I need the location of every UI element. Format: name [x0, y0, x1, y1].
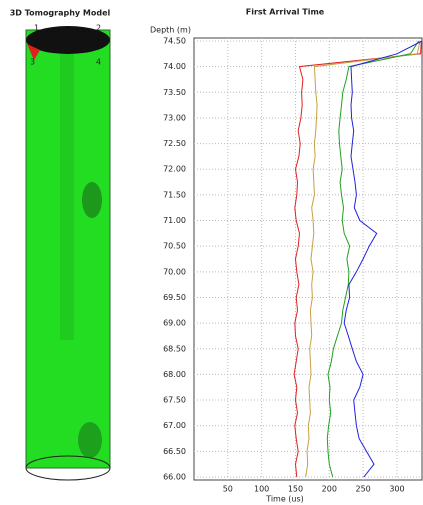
chart-title: First Arrival Time — [246, 8, 325, 17]
y-tick-label: 66.00 — [163, 473, 186, 482]
x-tick-label: 200 — [322, 485, 337, 494]
sensor-label: 2 — [96, 24, 101, 33]
sensor-label: 4 — [96, 58, 101, 67]
y-tick-label: 71.00 — [163, 216, 186, 225]
y-tick-label: 66.50 — [163, 447, 186, 456]
y-tick-label: 67.00 — [163, 421, 186, 430]
model-title: 3D Tomography Model — [10, 9, 111, 18]
series-line — [327, 41, 418, 477]
x-tick-label: 100 — [254, 485, 269, 494]
x-axis-label: Time (us) — [265, 495, 304, 504]
series-line — [294, 41, 421, 477]
y-tick-label: 73.50 — [163, 88, 186, 97]
y-tick-label: 72.50 — [163, 139, 186, 148]
screen: 3D Tomography Model 1 2 3 4 First Arriva… — [0, 0, 423, 505]
x-tick-label: 300 — [389, 485, 404, 494]
y-tick-label: 74.50 — [163, 37, 186, 46]
y-tick-label: 73.00 — [163, 113, 186, 122]
y-tick-label: 68.50 — [163, 344, 186, 353]
cylinder-model — [26, 26, 110, 480]
x-tick-label: 50 — [223, 485, 233, 494]
sensor-label: 1 — [34, 24, 39, 33]
y-tick-label: 74.00 — [163, 62, 186, 71]
y-tick-label: 69.00 — [163, 319, 186, 328]
series-line — [344, 41, 422, 477]
y-tick-label: 72.00 — [163, 165, 186, 174]
y-tick-label: 70.00 — [163, 267, 186, 276]
y-tick-label: 71.50 — [163, 190, 186, 199]
sensor-label: 3 — [30, 58, 35, 67]
y-axis-label: Depth (m) — [150, 26, 191, 35]
y-tick-label: 70.50 — [163, 242, 186, 251]
y-tick-label: 69.50 — [163, 293, 186, 302]
y-tick-label: 68.00 — [163, 370, 186, 379]
y-tick-label: 67.50 — [163, 396, 186, 405]
x-tick-label: 150 — [288, 485, 303, 494]
x-tick-label: 250 — [355, 485, 370, 494]
